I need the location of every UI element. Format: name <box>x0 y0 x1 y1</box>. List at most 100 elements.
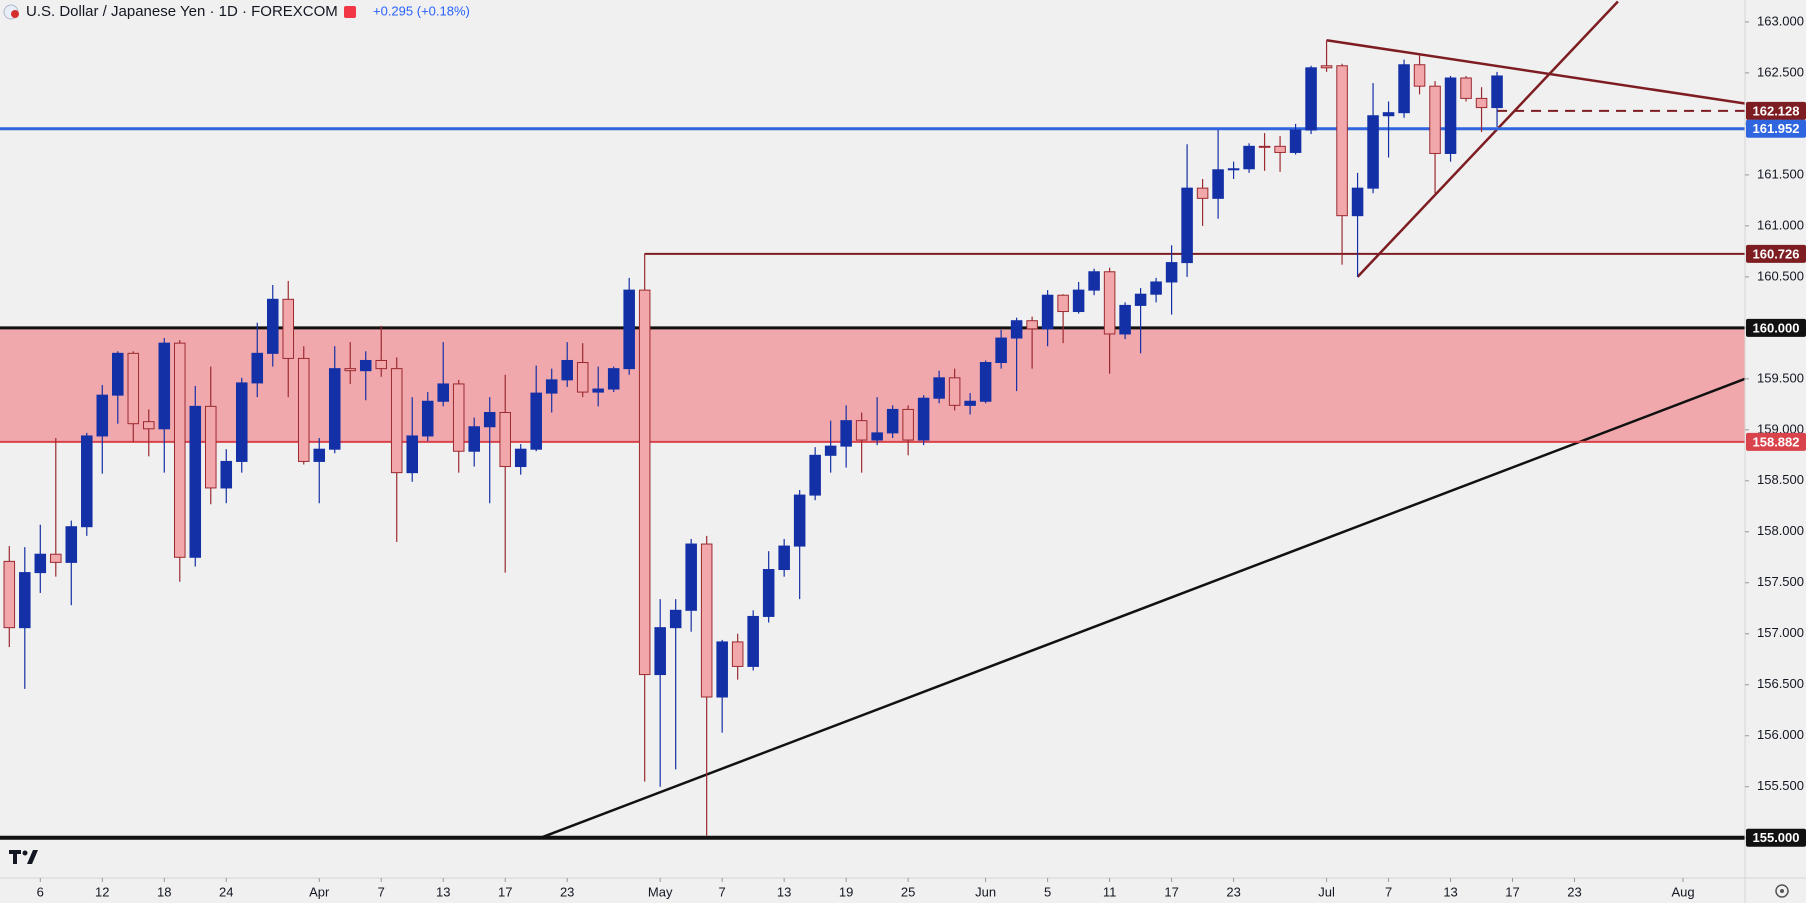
y-tick-label: 161.000 <box>1757 217 1804 232</box>
candle-body <box>840 420 852 447</box>
candle-body <box>1227 168 1240 171</box>
y-tick-label: 159.000 <box>1757 421 1804 436</box>
candle-body <box>716 641 728 698</box>
candle-body <box>65 526 78 563</box>
price-tag-label: 158.882 <box>1753 434 1800 449</box>
candle-body <box>1460 77 1472 99</box>
candle-body <box>1367 115 1379 189</box>
x-tick-label: 17 <box>1164 884 1178 899</box>
candle-body <box>1413 64 1426 87</box>
y-tick-label: 158.000 <box>1757 523 1804 538</box>
x-tick-label: 5 <box>1044 884 1051 899</box>
price-tag <box>1746 119 1806 138</box>
x-tick-label: 23 <box>1567 884 1581 899</box>
price-change: +0.295 (+0.18%) <box>373 3 470 18</box>
candle-body <box>313 448 326 462</box>
y-tick-label: 155.500 <box>1757 778 1804 793</box>
candle-body <box>127 352 140 425</box>
x-tick-label: 6 <box>37 884 44 899</box>
price-tag <box>1746 432 1806 451</box>
candle-body <box>731 641 744 667</box>
candle-body <box>654 627 666 676</box>
candle-body <box>406 435 418 474</box>
candle-body <box>1041 294 1054 330</box>
candle-body <box>344 368 357 372</box>
candle-body <box>1336 65 1348 217</box>
x-tick-label: 17 <box>498 884 512 899</box>
candle-body <box>468 426 480 452</box>
candle-body <box>1382 112 1395 117</box>
candle-body <box>669 609 682 629</box>
candle-body <box>1134 293 1147 306</box>
x-tick-label: 11 <box>1103 884 1117 899</box>
candle-body <box>948 377 961 406</box>
candle-body <box>1289 129 1302 153</box>
candle-body <box>1320 65 1333 69</box>
candle-body <box>499 411 511 468</box>
price-tag-label: 160.000 <box>1753 320 1800 335</box>
candle-body <box>251 352 264 384</box>
x-tick-label: May <box>648 884 673 899</box>
candle-body <box>685 543 697 611</box>
candle-body <box>933 377 945 399</box>
x-tick-label: 13 <box>777 884 791 899</box>
candle-body <box>514 448 527 468</box>
candle-body <box>623 289 635 370</box>
candle-body <box>19 572 31 629</box>
y-tick-label: 157.500 <box>1757 574 1804 589</box>
x-tick-label: 24 <box>219 884 233 899</box>
trend-line <box>1356 0 1619 278</box>
candle-body <box>592 388 604 393</box>
candle-body <box>855 420 868 441</box>
x-tick-label: 7 <box>719 884 726 899</box>
candle-body <box>576 362 589 393</box>
candle-body <box>1212 169 1224 199</box>
candle-body <box>421 400 434 437</box>
candle-body <box>174 342 186 558</box>
price-tag <box>1746 101 1806 120</box>
candle-body <box>1057 294 1069 313</box>
candle-body <box>1491 75 1503 109</box>
x-tick-label: 7 <box>378 884 385 899</box>
candle-body <box>778 545 790 571</box>
candle-body <box>1150 281 1162 295</box>
candle-body <box>297 357 310 462</box>
price-tag <box>1746 828 1806 847</box>
candle-body <box>545 379 558 394</box>
x-tick-label: 25 <box>901 884 915 899</box>
candle-body <box>1444 77 1457 154</box>
candle-body <box>1165 262 1178 283</box>
y-tick-label: 159.500 <box>1757 370 1804 385</box>
y-tick-label: 160.500 <box>1757 268 1804 283</box>
candle-body <box>158 342 171 430</box>
candle-body <box>204 405 217 489</box>
y-tick-label: 156.500 <box>1757 676 1804 691</box>
candle-body <box>1072 289 1085 313</box>
candle-body <box>1181 187 1193 264</box>
y-tick-label: 156.000 <box>1757 727 1804 742</box>
settings-icon[interactable] <box>1775 884 1789 898</box>
candle-body <box>530 392 542 450</box>
x-tick-label: 13 <box>436 884 450 899</box>
candle-body <box>220 460 233 489</box>
candle-body <box>1026 320 1038 330</box>
x-tick-label: 23 <box>560 884 574 899</box>
x-tick-label: 19 <box>839 884 853 899</box>
candle-body <box>34 553 47 574</box>
candle-body <box>81 435 93 528</box>
candle-body <box>995 337 1007 364</box>
candle-body <box>809 454 821 496</box>
candle-body <box>886 408 899 434</box>
candle-body <box>902 408 914 441</box>
candle-body <box>235 382 248 462</box>
candle-body <box>1429 85 1441 154</box>
candle-body <box>964 400 976 406</box>
candle-body <box>762 569 775 617</box>
candle-body <box>282 298 295 359</box>
logo[interactable] <box>9 850 38 864</box>
x-tick-label: 18 <box>157 884 171 899</box>
x-tick-label: 17 <box>1505 884 1519 899</box>
x-tick-label: Jul <box>1318 884 1335 899</box>
candle-body <box>1088 271 1100 291</box>
